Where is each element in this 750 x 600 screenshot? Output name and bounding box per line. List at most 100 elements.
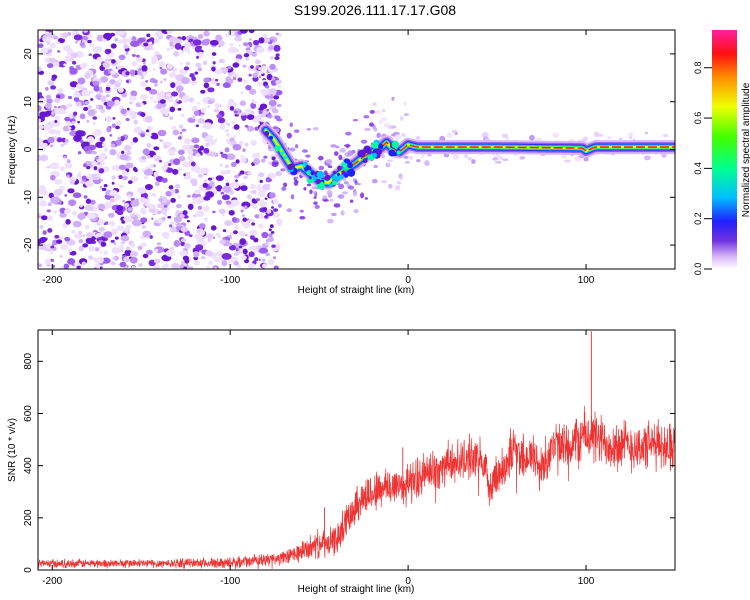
spectrogram-speckle [170, 220, 175, 225]
spectrogram-speckle [71, 60, 77, 65]
spectrogram-speckle [109, 148, 117, 156]
spectrogram-speckle [155, 176, 164, 183]
spectrogram-speckle [51, 112, 55, 115]
spectrogram-speckle [101, 237, 106, 241]
spectrogram-speckle [207, 87, 215, 93]
spectrogram-blob [337, 165, 342, 171]
spectrogram-speckle [161, 165, 168, 171]
spectrogram-speckle [230, 161, 237, 168]
spectrogram-speckle [66, 55, 74, 63]
spectrogram-speckle [191, 99, 195, 103]
snr-x-ticks: -200 -100 0 100 [42, 330, 595, 587]
spectrogram-speckle [99, 266, 103, 269]
spectrogram-speckle [174, 184, 181, 189]
spectrogram-speckle [173, 158, 181, 166]
spectrogram-speckle [125, 224, 132, 230]
spectrogram-speckle [184, 258, 190, 264]
spectrogram-speckle [239, 170, 245, 175]
spectrogram-speckle [165, 236, 170, 240]
spectrogram-speckle [240, 206, 245, 211]
spectrogram-speckle [110, 143, 116, 148]
spectrogram-speckle [63, 63, 67, 67]
spectrogram-speckle [502, 158, 509, 162]
spectrogram-speckle [105, 82, 113, 88]
spectrogram-speckle [286, 132, 292, 139]
spectrogram-speckle [191, 137, 200, 144]
spectrogram-speckle [159, 90, 165, 97]
spectrogram-speckle [118, 164, 127, 170]
spectrogram-speckle [327, 165, 333, 168]
spectrogram-speckle [266, 113, 273, 119]
spectrogram-speckle [245, 84, 252, 91]
spectrogram-speckle [64, 116, 71, 122]
spectrogram-speckle [57, 37, 65, 44]
spectrogram-speckle [215, 232, 221, 237]
spectrogram-speckle [374, 110, 382, 115]
spectrogram-speckle [241, 115, 247, 121]
spectrogram-speckle [88, 245, 95, 252]
snr-frame [37, 329, 676, 571]
spectrogram-speckle [247, 194, 252, 200]
spectrogram-speckle [46, 209, 51, 213]
spectrogram-speckle [130, 90, 138, 97]
spectrogram-speckle [239, 238, 247, 245]
spectrogram-speckle [128, 101, 133, 105]
spectrogram-speckle [183, 266, 187, 269]
spectrogram-speckle [38, 184, 46, 192]
spectrogram-speckle [120, 235, 130, 242]
spectrogram-speckle [103, 147, 109, 152]
y-tick-label: 0 [23, 146, 34, 152]
spectrogram-speckle [184, 138, 191, 145]
spectrogram-blob [279, 151, 284, 156]
spectrogram-speckle [258, 37, 265, 44]
spectrogram-speckle [133, 126, 142, 134]
spectrogram-speckle [124, 249, 132, 257]
spectrogram-speckle [131, 53, 136, 57]
spectrogram-speckle [202, 122, 213, 130]
spectrogram-x-label: Height of straight line (km) [298, 285, 415, 296]
spectrogram-speckle [306, 127, 311, 131]
spectrogram-speckle [222, 237, 226, 240]
spectrogram-speckle [371, 178, 378, 184]
spectrogram-speckle [152, 154, 159, 159]
spectrogram-speckle [117, 39, 123, 44]
spectrogram-speckle [306, 183, 312, 187]
spectrogram-speckle [175, 203, 182, 209]
spectrogram-speckle [213, 108, 219, 113]
spectrogram-speckle [92, 45, 103, 53]
spectrogram-speckle [227, 46, 238, 54]
colorbar-ticks: 0.0 0.2 0.4 0.6 0.8 [693, 61, 712, 275]
spectrogram-speckle [140, 208, 145, 213]
spectrogram-speckle [165, 96, 170, 100]
spectrogram-speckle [242, 217, 247, 222]
spectrogram-speckle [203, 217, 209, 222]
spectrogram-blob [287, 163, 294, 171]
spectrogram-speckle [97, 219, 106, 225]
spectrogram-speckle [224, 164, 229, 169]
spectrogram-speckle [271, 161, 279, 167]
spectrogram-speckle [137, 68, 142, 71]
spectrogram-speckle [118, 174, 123, 180]
spectrogram-speckle [345, 131, 352, 136]
spectrogram-speckle [142, 230, 152, 238]
spectrogram-speckle [225, 180, 230, 183]
spectrogram-speckle [94, 247, 100, 252]
spectrogram-speckle [76, 265, 81, 269]
spectrogram-speckle [100, 95, 107, 103]
spectrogram-speckle [163, 144, 168, 149]
spectrogram-blob [341, 161, 346, 166]
spectrogram-speckle [269, 63, 276, 70]
spectrogram-speckle [325, 158, 333, 165]
spectrogram-speckle [266, 73, 273, 81]
spectrogram-speckle [107, 49, 112, 54]
spectrogram-speckle [129, 69, 136, 76]
spectrogram-speckle [188, 266, 194, 269]
spectrogram-speckle [271, 206, 275, 209]
spectrogram-speckle [100, 241, 107, 247]
spectrogram-speckle [401, 133, 406, 138]
spectrogram-speckle [170, 146, 176, 151]
spectrogram-speckle [295, 180, 299, 184]
spectrogram-speckle [136, 54, 140, 58]
spectrogram-speckle [43, 34, 48, 39]
snr-y-label: SNR (10 * v/v) [7, 418, 18, 482]
